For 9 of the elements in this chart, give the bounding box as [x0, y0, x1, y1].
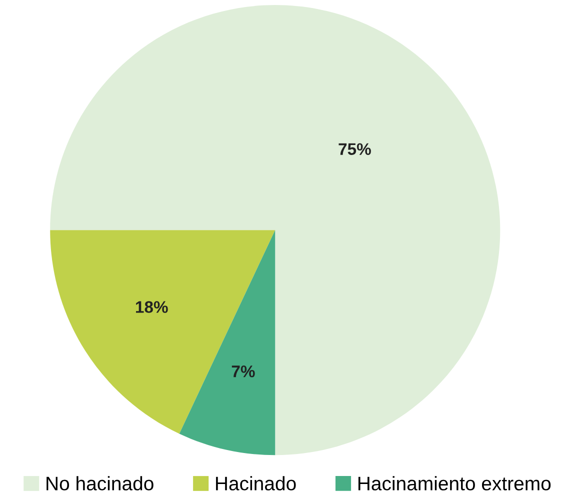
pie-slice	[50, 5, 500, 456]
pie-slice	[179, 230, 276, 456]
data-label: 18%	[136, 301, 168, 313]
legend-label: No hacinado	[46, 476, 154, 490]
legend-label: Hacinado	[216, 476, 296, 490]
pie-slice	[50, 230, 276, 434]
data-label: 75%	[338, 143, 371, 155]
legend-label: Hacinamiento extremo	[358, 476, 551, 490]
data-label: 7%	[232, 366, 255, 378]
